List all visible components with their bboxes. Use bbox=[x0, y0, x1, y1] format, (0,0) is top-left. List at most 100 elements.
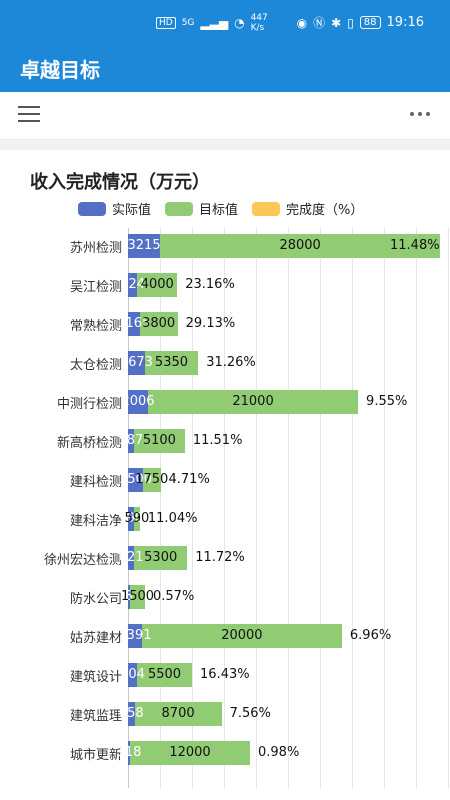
gridline bbox=[192, 228, 193, 788]
value-label-target: 4000 bbox=[140, 277, 174, 292]
value-label-rate: 6.96% bbox=[349, 628, 392, 643]
hamburger-menu-icon[interactable] bbox=[18, 106, 40, 124]
value-label-actual: 587 bbox=[118, 433, 144, 448]
revenue-chart-card: 收入完成情况（万元） 实际值 目标值 完成度（%） 苏州检测 3215 28000 1… bbox=[10, 152, 450, 800]
bluetooth-icon: ✱ bbox=[331, 15, 342, 30]
app-title: 卓越目标 bbox=[20, 58, 100, 82]
value-label-target: 5350 bbox=[154, 355, 189, 370]
gridline bbox=[384, 228, 385, 788]
value-label-actual: 1391 bbox=[118, 628, 152, 643]
category-label: 常熟检测 bbox=[69, 319, 122, 334]
eye-icon: ◉ bbox=[296, 15, 308, 30]
category-label: 姑苏建材 bbox=[69, 631, 122, 646]
value-label-target: 8700 bbox=[161, 706, 195, 721]
bar-target[interactable] bbox=[130, 585, 145, 609]
value-label-actual: 658 bbox=[118, 706, 144, 721]
legend-item-actual[interactable]: 实际值 bbox=[78, 199, 151, 218]
legend-item-rate[interactable]: 完成度（%） bbox=[252, 199, 363, 218]
category-label: 吴江检测 bbox=[69, 280, 122, 295]
value-label-target: 5100 bbox=[142, 433, 176, 448]
bar-target[interactable] bbox=[130, 741, 250, 765]
legend-swatch-actual bbox=[78, 201, 106, 216]
bar-target[interactable] bbox=[160, 234, 441, 258]
value-label-actual: 590 bbox=[118, 511, 144, 526]
value-label-rate: 9.55% bbox=[366, 394, 408, 409]
bar-target[interactable] bbox=[134, 702, 222, 726]
category-label: 苏州检测 bbox=[69, 241, 122, 256]
legend-item-target[interactable]: 目标值 bbox=[165, 199, 238, 218]
bar-actual[interactable] bbox=[128, 546, 135, 570]
bar-target[interactable] bbox=[141, 624, 342, 648]
bar-actual[interactable] bbox=[128, 507, 134, 531]
bar-target[interactable] bbox=[144, 351, 199, 375]
gridline bbox=[256, 228, 257, 788]
value-label-rate: 11.04% bbox=[147, 511, 198, 526]
category-label: 城市更新 bbox=[69, 748, 122, 763]
bar-target[interactable] bbox=[137, 663, 193, 687]
gridline bbox=[160, 228, 161, 788]
gridline bbox=[288, 228, 289, 788]
bar-actual[interactable] bbox=[128, 663, 138, 687]
value-label-actual: 924 bbox=[120, 277, 146, 292]
clock: 19:16 bbox=[386, 15, 424, 30]
gridline bbox=[224, 228, 225, 788]
value-label-rate: 11.51% bbox=[192, 433, 243, 448]
bar-actual[interactable] bbox=[128, 585, 130, 609]
nfc-icon: Ⓝ bbox=[313, 16, 326, 30]
app-bar: 卓越目标 bbox=[0, 42, 450, 92]
bar-target[interactable] bbox=[134, 546, 188, 570]
value-label-actual: 1673 bbox=[119, 355, 153, 370]
category-label: 徐州宏达检测 bbox=[43, 553, 122, 568]
value-label-target: 28000 bbox=[279, 238, 321, 253]
bar-actual[interactable] bbox=[128, 312, 140, 336]
value-label-rate: 4.71% bbox=[168, 472, 210, 487]
value-label-actual: 1500 bbox=[118, 472, 153, 487]
value-label-rate: 29.13% bbox=[185, 316, 236, 331]
network-badge: 5G bbox=[181, 18, 195, 28]
legend-label-rate: 完成度（%） bbox=[286, 203, 364, 218]
bar-actual[interactable] bbox=[128, 390, 149, 414]
value-label-rate: 23.16% bbox=[185, 277, 235, 292]
category-label: 建科洁净 bbox=[69, 514, 122, 529]
bar-actual[interactable] bbox=[128, 273, 138, 297]
value-label-target: 1750 bbox=[135, 472, 169, 487]
hd-badge: HD bbox=[156, 17, 176, 29]
value-label-rate: 11.48% bbox=[390, 238, 440, 253]
status-right: ◉ Ⓝ ✱ ▯ 88 19:16 bbox=[297, 14, 424, 31]
bar-actual[interactable] bbox=[128, 741, 130, 765]
value-label-actual: 118 bbox=[116, 745, 142, 760]
more-options-icon[interactable] bbox=[410, 112, 430, 116]
value-label-target: 1500 bbox=[120, 589, 155, 604]
bar-actual[interactable] bbox=[128, 429, 134, 453]
value-label-target: 590 bbox=[124, 511, 150, 526]
value-label-target: 21000 bbox=[232, 394, 274, 409]
value-label-actual: 3 bbox=[124, 589, 134, 604]
bar-target[interactable] bbox=[139, 312, 178, 336]
category-label: 建筑监理 bbox=[69, 709, 122, 724]
bar-target[interactable] bbox=[133, 429, 185, 453]
bar-actual[interactable] bbox=[128, 624, 142, 648]
category-label: 建筑设计 bbox=[69, 670, 122, 685]
bar-actual[interactable] bbox=[128, 234, 161, 258]
value-label-actual: 1165 bbox=[117, 316, 151, 331]
value-label-actual: 2006 bbox=[121, 394, 155, 409]
bar-target[interactable] bbox=[148, 390, 359, 414]
value-label-actual: 621 bbox=[118, 550, 144, 565]
battery-icon: 88 bbox=[359, 16, 381, 29]
value-label-actual: 3215 bbox=[127, 238, 161, 253]
bar-actual[interactable] bbox=[128, 702, 135, 726]
value-label-rate: 0.98% bbox=[258, 745, 300, 760]
legend-swatch-rate bbox=[252, 201, 281, 216]
bar-target[interactable] bbox=[143, 468, 161, 492]
section-divider bbox=[0, 140, 450, 150]
value-label-target: 3800 bbox=[142, 316, 176, 331]
legend-swatch-target bbox=[165, 201, 194, 216]
bar-target[interactable] bbox=[133, 507, 140, 531]
value-label-rate: 11.72% bbox=[195, 550, 245, 565]
chart-legend: 实际值 目标值 完成度（%） bbox=[78, 199, 363, 218]
status-left: HD 5G ▂▃▅ ◔ 447 K/s bbox=[156, 13, 277, 33]
status-bar: HD 5G ▂▃▅ ◔ 447 K/s ◉ Ⓝ ✱ ▯ 88 19:16 bbox=[0, 0, 450, 42]
bar-actual[interactable] bbox=[128, 468, 143, 492]
bar-actual[interactable] bbox=[128, 351, 145, 375]
bar-target[interactable] bbox=[137, 273, 178, 297]
